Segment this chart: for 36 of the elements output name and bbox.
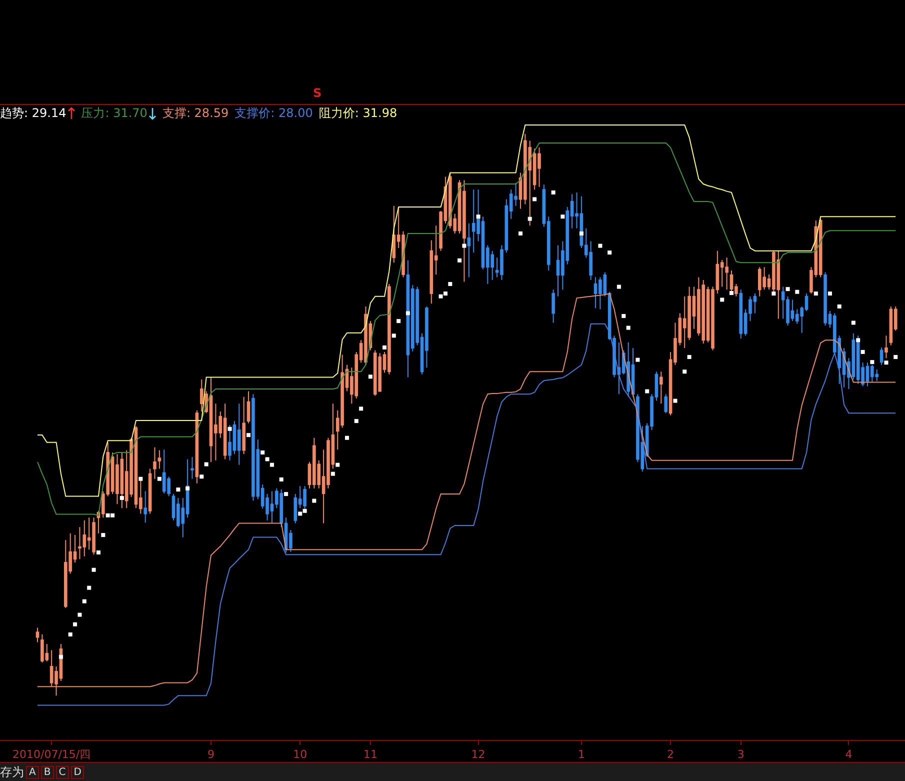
candlestick xyxy=(144,490,148,524)
candlestick xyxy=(148,468,152,514)
x-tick-label: 3 xyxy=(737,748,744,762)
x-tick-label: 4 xyxy=(845,748,852,762)
candlestick xyxy=(467,222,471,278)
candlestick xyxy=(664,394,668,414)
candlestick xyxy=(158,450,162,470)
candlestick xyxy=(552,289,555,324)
text: 存为 xyxy=(0,764,24,781)
candlestick xyxy=(884,335,888,359)
text: 阻力价: 31.98 xyxy=(318,105,398,121)
text: C xyxy=(56,766,69,779)
text: B xyxy=(40,766,54,779)
candlestick xyxy=(153,446,156,480)
x-tick-label: 11 xyxy=(363,748,378,762)
text: S xyxy=(313,86,322,100)
candlestick xyxy=(246,390,250,424)
candlestick xyxy=(242,396,246,455)
text: 趋势: 29.14 xyxy=(0,105,66,121)
candlestick xyxy=(739,289,743,339)
x-tick-label: 1 xyxy=(578,748,585,762)
x-tick-label: 2010/07/15/四 xyxy=(12,748,91,762)
text: 支撑: 28.59 xyxy=(162,105,229,121)
text: 压力: 31.70 xyxy=(81,105,148,121)
candlestick xyxy=(880,346,884,366)
candlestick xyxy=(392,205,396,264)
candlestick xyxy=(36,627,40,643)
text: 支撑价: 28.00 xyxy=(234,105,313,121)
text: D xyxy=(70,766,84,779)
candlestick xyxy=(660,371,663,404)
candlestick xyxy=(190,456,194,480)
x-tick-label: 12 xyxy=(471,748,486,762)
text: A xyxy=(26,766,39,779)
x-tick-label: 2 xyxy=(667,748,674,762)
x-tick-label: 9 xyxy=(208,748,215,762)
x-tick-label: 10 xyxy=(293,748,308,762)
